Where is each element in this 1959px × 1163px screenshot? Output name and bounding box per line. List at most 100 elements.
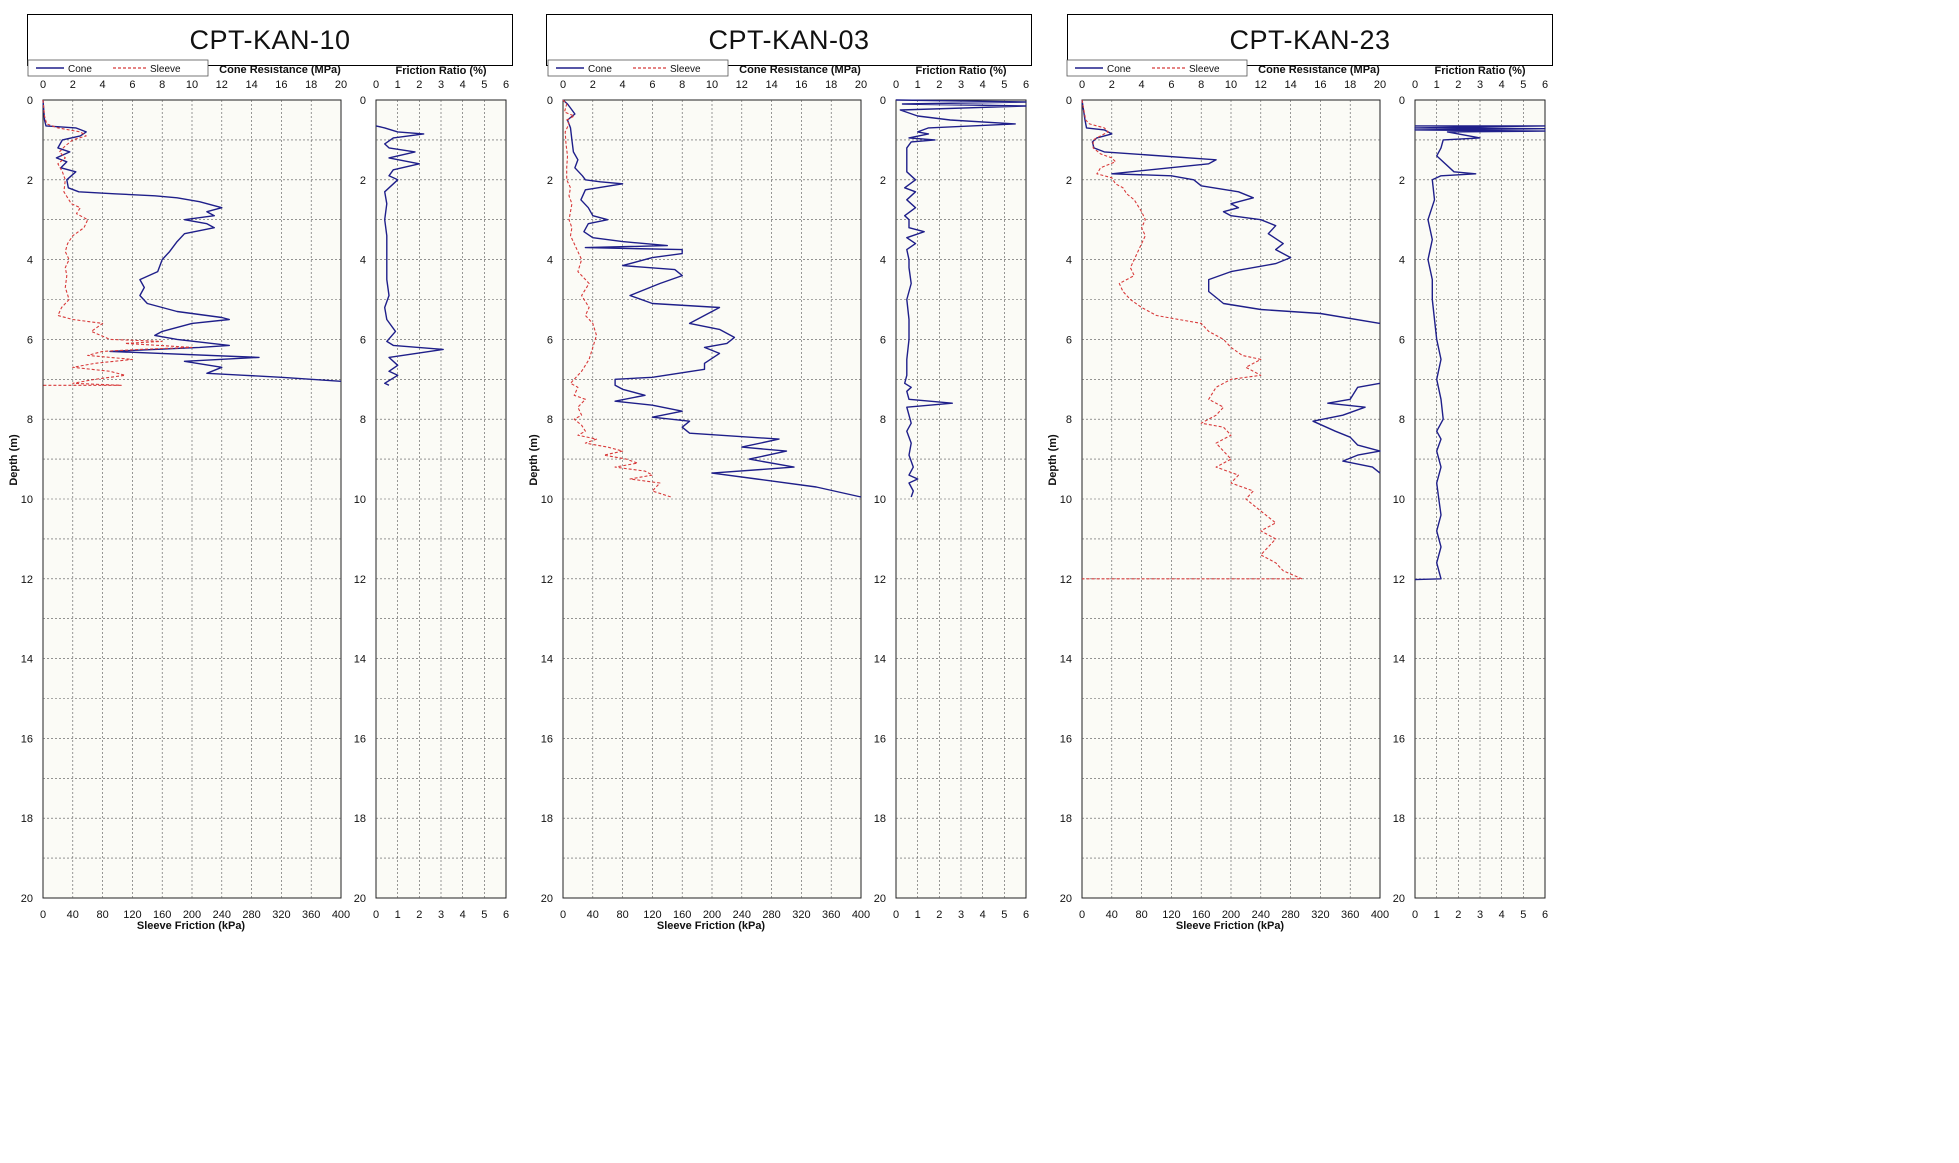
cone-tick-label: 8 <box>679 79 685 91</box>
fr-depth-tick-label: 8 <box>880 414 886 426</box>
fr-depth-tick-label: 10 <box>1393 494 1405 506</box>
fr-top-tick-label: 0 <box>893 79 899 91</box>
fr-bottom-tick-label: 4 <box>980 909 986 921</box>
cone-tick-label: 0 <box>1079 79 1085 91</box>
sleeve-tick-label: 80 <box>1135 909 1147 921</box>
fr-top-tick-label: 0 <box>1412 79 1418 91</box>
sleeve-tick-label: 160 <box>673 909 691 921</box>
depth-tick-label: 6 <box>547 334 553 346</box>
fr-depth-tick-label: 12 <box>874 574 886 586</box>
sleeve-tick-label: 0 <box>560 909 566 921</box>
depth-tick-label: 8 <box>1066 414 1072 426</box>
panel-title-2: CPT-KAN-03 <box>546 14 1032 66</box>
fr-top-tick-label: 2 <box>936 79 942 91</box>
cone-axis-title: Cone Resistance (MPa) <box>219 64 341 76</box>
fr-depth-tick-label: 8 <box>1399 414 1405 426</box>
depth-tick-label: 6 <box>27 334 33 346</box>
sleeve-tick-label: 240 <box>733 909 751 921</box>
series-sleeve-line <box>42 99 193 386</box>
fr-bottom-tick-label: 0 <box>373 909 379 921</box>
cone-tick-label: 8 <box>159 79 165 91</box>
sleeve-tick-label: 40 <box>1106 909 1118 921</box>
depth-tick-label: 14 <box>21 654 33 666</box>
fr-top-tick-label: 4 <box>980 79 986 91</box>
series-fr-line <box>375 125 444 386</box>
depth-tick-label: 18 <box>1060 813 1072 825</box>
sleeve-tick-label: 120 <box>643 909 661 921</box>
fr-top-tick-label: 6 <box>503 79 509 91</box>
fr-depth-tick-label: 14 <box>874 654 886 666</box>
fr-bottom-tick-label: 1 <box>1434 909 1440 921</box>
fr-top-tick-label: 3 <box>438 79 444 91</box>
fr-depth-tick-label: 18 <box>354 813 366 825</box>
sleeve-tick-label: 80 <box>96 909 108 921</box>
cone-tick-label: 2 <box>590 79 596 91</box>
legend-sleeve-label: Sleeve <box>1189 64 1220 75</box>
panel-3 <box>1066 59 1546 899</box>
cone-tick-label: 0 <box>40 79 46 91</box>
fr-axis-title: Friction Ratio (%) <box>395 65 486 77</box>
fr-top-tick-label: 0 <box>373 79 379 91</box>
fr-depth-tick-label: 2 <box>880 175 886 187</box>
series-cone-line <box>562 99 862 498</box>
legend-cone-label: Cone <box>68 64 92 75</box>
depth-tick-label: 16 <box>541 733 553 745</box>
sleeve-tick-label: 40 <box>587 909 599 921</box>
series-sleeve-line <box>1081 99 1303 580</box>
fr-top-tick-label: 5 <box>1520 79 1526 91</box>
sleeve-tick-label: 400 <box>332 909 350 921</box>
cone-tick-label: 6 <box>649 79 655 91</box>
fr-depth-tick-label: 18 <box>1393 813 1405 825</box>
sleeve-tick-label: 200 <box>703 909 721 921</box>
cone-tick-label: 4 <box>1139 79 1145 91</box>
depth-tick-label: 20 <box>21 893 33 905</box>
fr-bottom-tick-label: 0 <box>893 909 899 921</box>
fr-depth-tick-label: 4 <box>360 255 366 267</box>
fr-depth-tick-label: 0 <box>360 95 366 107</box>
fr-bottom-tick-label: 2 <box>936 909 942 921</box>
fr-bottom-tick-label: 5 <box>481 909 487 921</box>
fr-depth-tick-label: 12 <box>354 574 366 586</box>
fr-depth-tick-label: 10 <box>874 494 886 506</box>
depth-tick-label: 10 <box>1060 494 1072 506</box>
depth-tick-label: 8 <box>27 414 33 426</box>
fr-top-tick-label: 2 <box>416 79 422 91</box>
sleeve-tick-label: 360 <box>302 909 320 921</box>
sleeve-tick-label: 320 <box>272 909 290 921</box>
fr-depth-tick-label: 16 <box>874 733 886 745</box>
legend-sleeve-label: Sleeve <box>670 64 701 75</box>
cone-tick-label: 16 <box>795 79 807 91</box>
legend-sleeve-label: Sleeve <box>150 64 181 75</box>
fr-top-tick-label: 4 <box>1499 79 1505 91</box>
cone-tick-label: 20 <box>1374 79 1386 91</box>
fr-depth-tick-label: 6 <box>880 334 886 346</box>
cone-tick-label: 18 <box>825 79 837 91</box>
sleeve-tick-label: 280 <box>762 909 780 921</box>
fr-top-tick-label: 6 <box>1023 79 1029 91</box>
sleeve-tick-label: 320 <box>792 909 810 921</box>
cone-tick-label: 6 <box>129 79 135 91</box>
panel-1 <box>27 59 507 899</box>
fr-bottom-tick-label: 2 <box>416 909 422 921</box>
cone-tick-label: 20 <box>855 79 867 91</box>
depth-tick-label: 4 <box>27 255 33 267</box>
fr-axis-title: Friction Ratio (%) <box>915 65 1006 77</box>
sleeve-axis-title: Sleeve Friction (kPa) <box>1176 920 1285 932</box>
cone-tick-label: 2 <box>70 79 76 91</box>
sleeve-tick-label: 400 <box>852 909 870 921</box>
cone-tick-label: 14 <box>245 79 257 91</box>
fr-depth-tick-label: 20 <box>1393 893 1405 905</box>
series-fr-line <box>895 99 1027 498</box>
sleeve-tick-label: 360 <box>1341 909 1359 921</box>
depth-tick-label: 4 <box>1066 255 1072 267</box>
fr-depth-tick-label: 6 <box>360 334 366 346</box>
sleeve-tick-label: 0 <box>1079 909 1085 921</box>
depth-axis-title: Depth (m) <box>528 434 540 486</box>
sleeve-tick-label: 200 <box>183 909 201 921</box>
cone-tick-label: 0 <box>560 79 566 91</box>
cone-tick-label: 20 <box>335 79 347 91</box>
fr-axis-title: Friction Ratio (%) <box>1434 65 1525 77</box>
fr-bottom-tick-label: 4 <box>460 909 466 921</box>
depth-tick-label: 16 <box>21 733 33 745</box>
